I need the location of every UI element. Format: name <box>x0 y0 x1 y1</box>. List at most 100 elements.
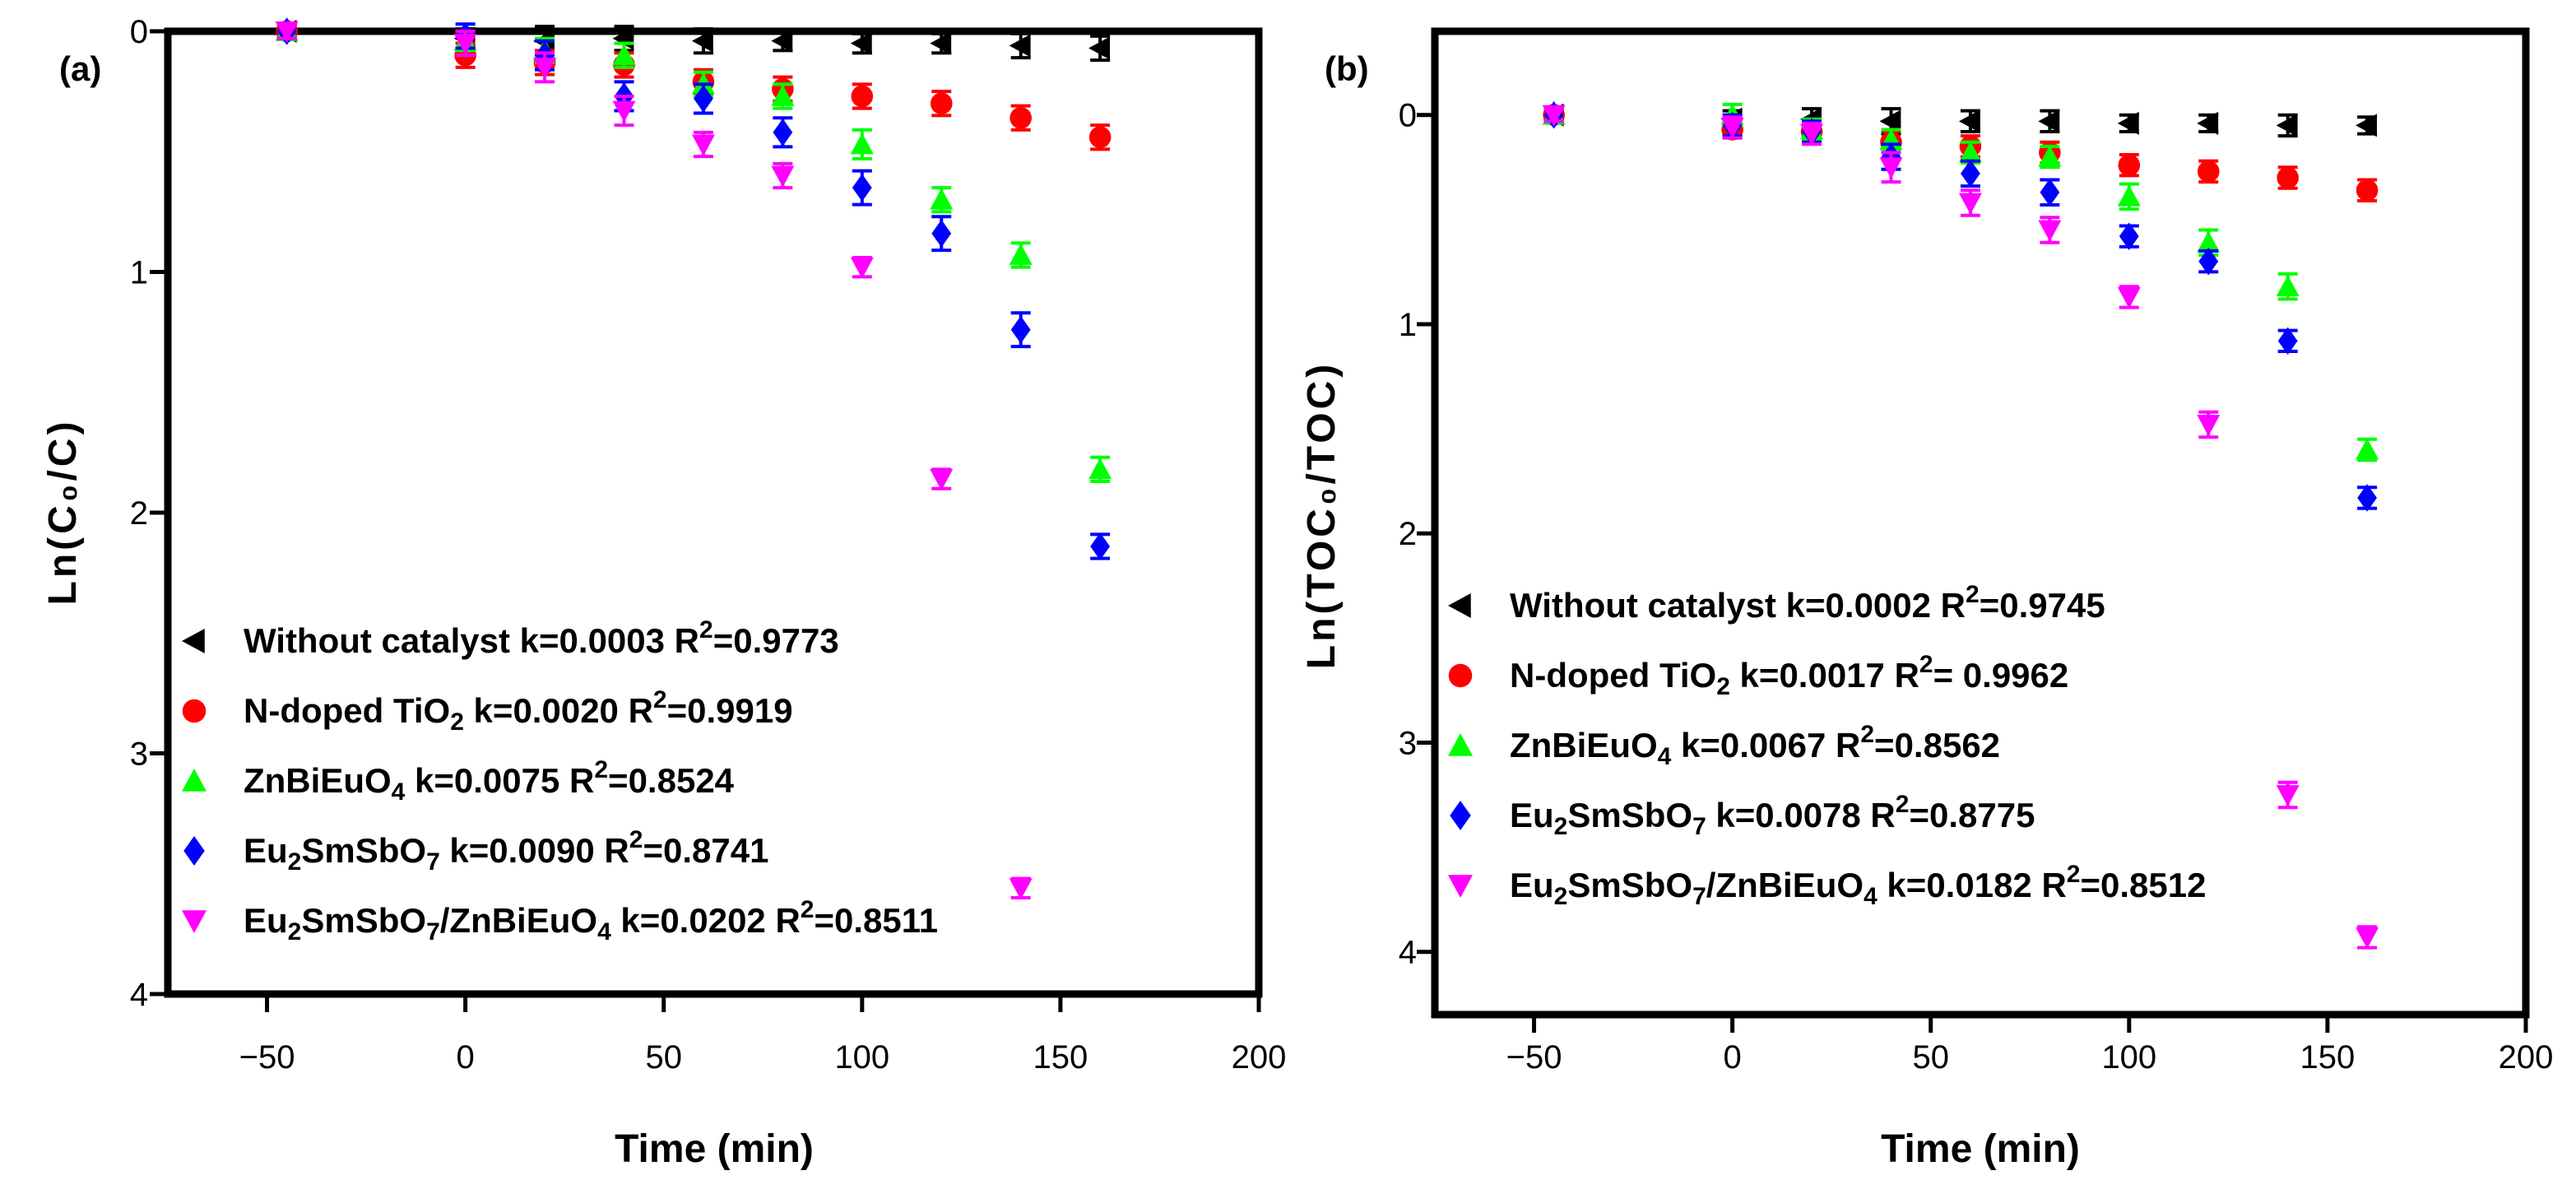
data-point-diamond <box>2357 484 2378 512</box>
data-point-triangle-left <box>771 29 793 53</box>
data-point-circle <box>2118 154 2141 177</box>
data-point-triangle-left <box>850 31 872 55</box>
data-point-triangle-down <box>2117 287 2141 309</box>
legend-marker-triangle-left <box>182 629 205 653</box>
x-tick-label: 50 <box>1912 1039 1949 1076</box>
y-tick-label: 2 <box>1399 516 1417 552</box>
data-point-triangle-up <box>1009 244 1033 265</box>
y-tick-label: 3 <box>130 736 148 773</box>
data-point-triangle-left <box>1958 109 1980 133</box>
data-point-circle <box>2277 166 2299 189</box>
x-tick-label: 200 <box>1232 1039 1287 1076</box>
data-point-circle <box>1010 107 1032 129</box>
data-point-triangle-down <box>1879 157 1903 179</box>
data-point-triangle-down <box>691 134 715 156</box>
plot-frame-b <box>1431 27 2530 1019</box>
x-tick-label: 100 <box>2101 1039 2156 1076</box>
data-point-triangle-down <box>2038 220 2062 242</box>
data-point-triangle-up <box>1088 458 1112 480</box>
data-point-triangle-left <box>2197 111 2219 135</box>
data-point-triangle-down <box>453 33 477 55</box>
panel-b: (b) Time (min) Ln(TOC₀/TOC) −50 0 50 100 150… <box>1300 27 2554 1171</box>
data-point-diamond <box>852 174 872 202</box>
x-tick-label: 0 <box>457 1039 475 1076</box>
legend-entry-text: Eu2SmSbO7/ZnBiEuO4 k=0.0202 R2=0.8511 <box>244 896 938 945</box>
data-point-diamond <box>931 219 952 248</box>
data-point-triangle-down <box>2276 785 2300 807</box>
legend-entry-text: Eu2SmSbO7 k=0.0090 R2=0.8741 <box>244 826 768 876</box>
data-point-circle <box>2197 160 2220 183</box>
legend-marker-triangle-left <box>1448 593 1471 618</box>
data-point-diamond <box>2040 178 2060 207</box>
legend-entry-text: ZnBiEuO4 k=0.0075 R2=0.8524 <box>244 756 735 806</box>
data-point-triangle-left <box>2117 111 2139 135</box>
data-point-triangle-left <box>2356 114 2378 137</box>
x-tick-label: −50 <box>1506 1039 1562 1076</box>
y-tick-label: 4 <box>1399 935 1417 971</box>
legend-marker-circle <box>182 699 207 723</box>
data-point-circle <box>1088 126 1112 148</box>
x-tick-label: 200 <box>2499 1039 2554 1076</box>
legend-entry-text: Without catalyst k=0.0002 R2=0.9745 <box>1510 581 2105 625</box>
data-point-triangle-left <box>1879 109 1901 133</box>
legend-marker-triangle-down <box>1448 875 1473 898</box>
y-axis-title-b: Ln(TOC₀/TOC) <box>1300 361 1344 669</box>
data-point-triangle-up <box>2197 230 2221 253</box>
data-point-diamond <box>2119 222 2139 250</box>
data-point-triangle-down <box>612 100 636 123</box>
panel-label-a: (a) <box>59 49 101 88</box>
data-point-triangle-left <box>691 29 713 53</box>
data-point-triangle-left <box>1009 34 1031 58</box>
data-point-triangle-down <box>2356 927 2379 949</box>
data-point-triangle-down <box>930 469 954 491</box>
y-tick-label: 1 <box>1399 307 1417 343</box>
x-tick-label: 50 <box>645 1039 682 1076</box>
data-point-diamond <box>2277 327 2298 355</box>
x-axis-title-b: Time (min) <box>1881 1127 2080 1171</box>
legend-marker-diamond <box>1450 801 1471 830</box>
y-tick-label: 0 <box>130 14 148 50</box>
legend-entry-text: N-doped TiO2 k=0.0017 R2= 0.9962 <box>1510 651 2068 700</box>
data-point-diamond <box>694 85 713 113</box>
y-tick-label: 0 <box>1399 98 1417 134</box>
data-point-diamond <box>773 118 793 146</box>
x-tick-label: 100 <box>834 1039 889 1076</box>
data-point-circle <box>2356 179 2379 202</box>
x-tick-label: −50 <box>239 1039 295 1076</box>
data-point-triangle-down <box>2197 415 2221 436</box>
legend-entry-text: N-doped TiO2 k=0.0020 R2=0.9919 <box>244 686 793 736</box>
data-point-triangle-up <box>2356 438 2379 460</box>
data-point-diamond <box>2198 247 2219 276</box>
y-tick-label: 3 <box>1399 725 1417 761</box>
data-point-triangle-down <box>1009 878 1033 900</box>
data-point-triangle-down <box>850 257 874 279</box>
y-tick-label: 2 <box>130 495 148 532</box>
data-point-triangle-up <box>2276 275 2300 297</box>
y-axis-title-a: Ln(C₀/C) <box>41 419 85 606</box>
legend-entry-text: ZnBiEuO4 k=0.0067 R2=0.8562 <box>1510 721 2000 770</box>
x-tick-label: 150 <box>1033 1039 1088 1076</box>
y-tick-label: 1 <box>130 255 148 291</box>
data-point-triangle-up <box>2117 184 2141 207</box>
data-point-circle <box>851 85 874 108</box>
data-point-triangle-down <box>1542 105 1566 127</box>
panel-label-b: (b) <box>1325 49 1369 88</box>
legend-marker-circle <box>1448 663 1473 688</box>
data-point-triangle-down <box>1958 193 1982 215</box>
legend-entry-text: Eu2SmSbO7 k=0.0078 R2=0.8775 <box>1510 791 2035 840</box>
x-tick-label: 0 <box>1724 1039 1742 1076</box>
data-point-triangle-up <box>1958 141 1982 163</box>
data-point-triangle-up <box>850 132 874 155</box>
x-tick-label: 150 <box>2300 1039 2356 1076</box>
data-point-triangle-left <box>1088 36 1111 60</box>
legend-marker-triangle-down <box>182 910 207 933</box>
legend-entry-text: Eu2SmSbO7/ZnBiEuO4 k=0.0182 R2=0.8512 <box>1510 861 2206 910</box>
legend-marker-diamond <box>183 836 205 866</box>
y-tick-label: 4 <box>130 977 148 1013</box>
data-point-triangle-down <box>533 57 557 79</box>
data-point-triangle-up <box>612 44 636 66</box>
data-point-triangle-up <box>2038 145 2062 167</box>
data-point-triangle-down <box>1720 118 1744 139</box>
legend-entry-text: Without catalyst k=0.0003 R2=0.9773 <box>244 616 839 660</box>
